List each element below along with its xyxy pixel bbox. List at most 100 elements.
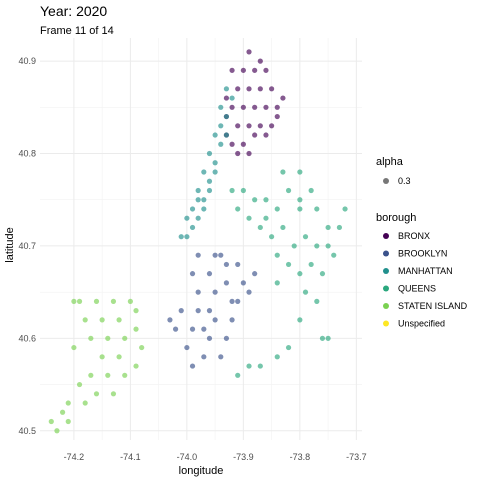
data-point-queens	[319, 271, 326, 277]
data-point-bronx	[263, 132, 269, 138]
data-point-brooklyn	[195, 252, 201, 258]
data-point-brooklyn	[252, 271, 258, 277]
legend-key-staten-island	[383, 303, 389, 309]
data-point-staten-island	[139, 344, 145, 351]
data-point-bronx	[269, 86, 275, 92]
data-point-manhattan	[223, 86, 230, 92]
legend: alpha 0.3 borough BRONX BROOKLYN MANHATTAN…	[376, 156, 468, 329]
data-point-queens	[246, 215, 252, 221]
data-point-queens	[308, 187, 314, 194]
data-point-bronx	[274, 113, 280, 120]
legend-label-queens: QUEENS	[398, 284, 436, 294]
data-point-staten-island	[71, 298, 77, 304]
data-point-queens	[235, 206, 241, 212]
data-point-queens	[302, 289, 309, 295]
data-point-manhattan	[206, 150, 213, 157]
data-point-queens	[263, 197, 269, 203]
data-point-bronx	[252, 132, 258, 138]
data-point-manhattan	[212, 132, 218, 138]
data-point-manhattan	[201, 206, 207, 212]
data-point-manhattan	[206, 178, 213, 184]
data-point-bronx	[246, 150, 252, 157]
data-point-brooklyn	[223, 280, 230, 286]
data-point-bronx	[280, 95, 286, 101]
legend-key-brooklyn	[383, 250, 389, 257]
data-point-staten-island	[105, 335, 111, 341]
data-point-staten-island	[116, 354, 122, 360]
data-point-queens	[297, 317, 303, 323]
x-axis-title: longitude	[179, 465, 224, 477]
data-point-queens	[314, 298, 320, 304]
data-point-bronx	[240, 67, 246, 73]
data-point-staten-island	[65, 400, 71, 406]
data-point-manhattan	[212, 169, 218, 175]
data-point-staten-island	[99, 317, 105, 323]
data-point-queens	[229, 187, 235, 194]
data-point-manhattan	[201, 169, 207, 175]
data-point-bronx	[274, 104, 280, 110]
data-point-manhattan	[189, 206, 196, 212]
data-point-bronx	[235, 123, 241, 129]
data-point-queens	[257, 224, 263, 231]
data-point-brooklyn	[172, 326, 179, 332]
data-point-queens	[240, 187, 246, 194]
legend-key-bronx	[383, 233, 389, 239]
data-point-brooklyn	[201, 326, 207, 332]
data-point-brooklyn	[235, 298, 241, 304]
legend-label-brooklyn: BROOKLYN	[398, 249, 447, 259]
data-point-queens	[274, 280, 280, 286]
data-point-brooklyn	[240, 280, 246, 286]
data-point-queens	[285, 261, 292, 268]
data-point-brooklyn	[212, 317, 218, 323]
data-point-manhattan	[201, 197, 207, 203]
data-point-manhattan	[229, 95, 235, 101]
legend-label-manhattan: MANHATTAN	[398, 266, 453, 276]
data-point-staten-island	[88, 335, 94, 341]
data-point-queens	[297, 197, 303, 203]
data-point-brooklyn	[189, 326, 196, 332]
legend-key-manhattan	[383, 268, 389, 274]
data-point-bronx	[257, 58, 263, 64]
data-point-bronx	[229, 67, 235, 73]
data-point-brooklyn	[195, 289, 201, 295]
data-point-bronx	[263, 67, 269, 73]
data-point-manhattan	[206, 187, 213, 194]
data-point-staten-island	[105, 372, 111, 378]
data-point-queens	[274, 354, 280, 360]
data-point-bronx	[263, 104, 269, 110]
legend-key-unspecified	[383, 320, 389, 327]
data-point-staten-island	[82, 317, 88, 323]
data-point-brooklyn	[246, 289, 252, 295]
data-point-brooklyn	[235, 261, 241, 268]
data-point-queens	[263, 215, 269, 221]
data-point-bronx	[223, 95, 230, 101]
data-point-queens	[246, 363, 252, 369]
data-point-staten-island	[93, 298, 100, 304]
data-point-brooklyn	[218, 252, 224, 258]
legend-label-bronx: BRONX	[398, 231, 430, 241]
y-tick-label: 40.5	[18, 426, 36, 436]
data-point-queens	[280, 224, 286, 231]
data-point-staten-island	[82, 400, 88, 406]
alpha-legend-label: 0.3	[398, 176, 411, 186]
data-point-queens	[269, 234, 275, 240]
data-point-staten-island	[122, 372, 128, 378]
data-point-queens	[331, 252, 337, 258]
data-points	[48, 49, 348, 434]
y-tick-labels: 40.5 40.6 40.7 40.8 40.9	[18, 56, 36, 436]
y-tick-label: 40.6	[18, 333, 36, 343]
data-point-brooklyn	[206, 335, 213, 341]
x-tick-label: -74.2	[64, 452, 85, 462]
x-tick-label: -74.1	[120, 452, 141, 462]
data-point-staten-island	[133, 308, 139, 314]
data-point-brooklyn	[206, 271, 213, 277]
chart-subtitle: Frame 11 of 14	[40, 25, 114, 37]
legend-label-staten-island: STATEN ISLAND	[398, 301, 468, 311]
data-point-queens	[297, 169, 303, 175]
data-point-queens	[252, 197, 258, 203]
data-point-bronx	[240, 141, 246, 147]
legend-key-queens	[383, 285, 389, 292]
grid-lines	[40, 38, 362, 440]
data-point-staten-island	[93, 391, 100, 397]
